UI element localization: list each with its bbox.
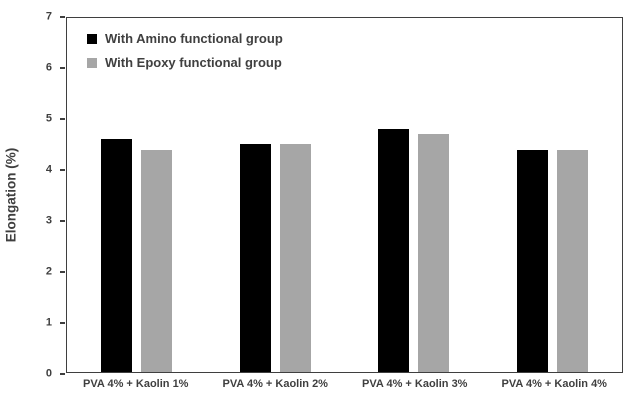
y-tick-mark	[60, 373, 65, 375]
x-category-label: PVA 4% + Kaolin 1%	[83, 378, 189, 390]
x-category-label: PVA 4% + Kaolin 4%	[501, 378, 607, 390]
legend-swatch-amino	[87, 33, 97, 44]
y-tick-label: 4	[45, 163, 52, 176]
bar	[378, 129, 410, 372]
y-tick-label: 5	[45, 112, 52, 125]
y-tick-label: 6	[45, 61, 52, 74]
bar	[100, 139, 132, 372]
y-axis-ticks: 0 1 2 3 4 5 6 7	[0, 11, 66, 379]
bar	[418, 134, 450, 372]
x-axis-labels: PVA 4% + Kaolin 1% PVA 4% + Kaolin 2% PVA …	[66, 378, 624, 390]
bar-group	[483, 18, 622, 372]
x-category-label: PVA 4% + Kaolin 2%	[222, 378, 328, 390]
y-tick-mark	[60, 169, 65, 171]
legend-item-amino: With Amino functional group	[87, 31, 283, 46]
y-tick-mark	[60, 16, 65, 18]
y-tick-label: 7	[45, 10, 52, 23]
y-tick-mark	[60, 271, 65, 273]
y-tick-label: 2	[45, 265, 52, 278]
y-tick-label: 1	[45, 316, 52, 329]
y-tick-mark	[60, 220, 65, 222]
y-tick-mark	[60, 118, 65, 120]
y-tick-mark	[60, 322, 65, 324]
bar-group	[67, 18, 206, 372]
legend-swatch-epoxy	[87, 57, 97, 68]
y-tick-label: 3	[45, 214, 52, 227]
bar-group	[206, 18, 345, 372]
bar	[140, 149, 172, 372]
bar	[239, 144, 271, 372]
legend: With Amino functional group With Epoxy f…	[87, 31, 283, 70]
legend-label-epoxy: With Epoxy functional group	[105, 55, 282, 70]
x-category-label: PVA 4% + Kaolin 3%	[362, 378, 468, 390]
bar	[517, 149, 549, 372]
legend-item-epoxy: With Epoxy functional group	[87, 55, 283, 70]
bar-group	[345, 18, 484, 372]
legend-label-amino: With Amino functional group	[105, 31, 283, 46]
bar	[557, 149, 589, 372]
bar	[279, 144, 311, 372]
y-tick-mark	[60, 67, 65, 69]
plot-area: With Amino functional group With Epoxy f…	[66, 17, 623, 373]
bar-groups	[67, 18, 622, 372]
y-tick-label: 0	[45, 367, 52, 380]
